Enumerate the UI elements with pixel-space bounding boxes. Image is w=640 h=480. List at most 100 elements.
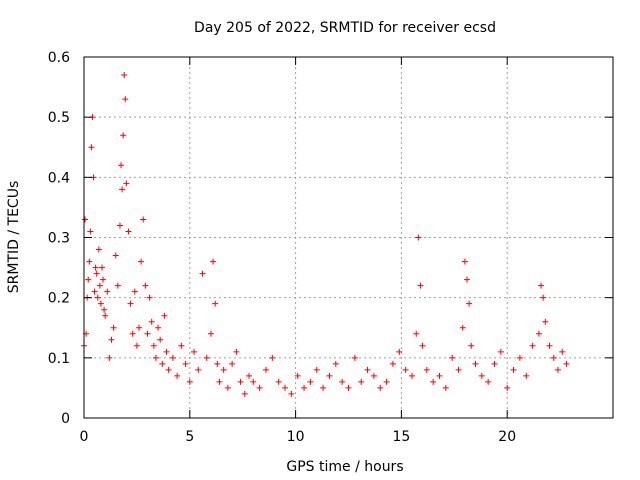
data-point: [535, 330, 542, 337]
data-point: [430, 378, 437, 385]
y-tick-label: 0.2: [48, 291, 70, 307]
data-point: [229, 360, 236, 367]
data-point: [123, 180, 130, 187]
data-point: [542, 318, 549, 325]
data-point: [455, 366, 462, 373]
data-point: [504, 384, 511, 391]
data-point: [345, 384, 352, 391]
data-point: [402, 366, 409, 373]
x-tick-label: 20: [498, 429, 516, 445]
y-tick-label: 0.1: [48, 351, 70, 367]
data-point: [523, 372, 530, 379]
data-point: [85, 276, 92, 283]
data-point: [478, 372, 485, 379]
data-point: [118, 162, 125, 169]
data-point: [442, 384, 449, 391]
data-point: [326, 372, 333, 379]
data-point: [436, 372, 443, 379]
data-point: [485, 378, 492, 385]
data-point: [497, 348, 504, 355]
data-point: [449, 354, 456, 361]
data-point: [262, 366, 269, 373]
data-point: [538, 282, 545, 289]
chart-title: Day 205 of 2022, SRMTID for receiver ecs…: [194, 20, 496, 36]
data-point: [417, 282, 424, 289]
data-point: [216, 378, 223, 385]
data-point: [423, 366, 430, 373]
data-point: [320, 384, 327, 391]
data-point: [256, 384, 263, 391]
y-tick-label: 0.5: [48, 110, 70, 126]
data-point: [129, 330, 136, 337]
data-point: [182, 360, 189, 367]
data-point: [98, 264, 105, 271]
y-tick-label: 0.6: [48, 50, 70, 66]
data-points: [81, 72, 570, 397]
data-point: [408, 372, 415, 379]
data-point: [463, 276, 470, 283]
data-point: [87, 228, 94, 235]
data-point: [95, 246, 102, 253]
data-point: [468, 342, 475, 349]
data-point: [199, 270, 206, 277]
data-point: [461, 258, 468, 265]
data-point: [142, 282, 149, 289]
data-point: [313, 366, 320, 373]
y-tick-label: 0.3: [48, 231, 70, 247]
data-point: [169, 354, 176, 361]
data-point: [148, 318, 155, 325]
data-point: [413, 330, 420, 337]
data-point: [159, 360, 166, 367]
data-point: [546, 342, 553, 349]
data-point: [116, 222, 123, 229]
data-point: [82, 216, 89, 223]
x-tick-label: 5: [185, 429, 194, 445]
data-point: [377, 384, 384, 391]
grid: [84, 57, 613, 418]
y-tick-label: 0.4: [48, 170, 70, 186]
x-tick-label: 10: [287, 429, 305, 445]
data-point: [459, 324, 466, 331]
data-point: [389, 360, 396, 367]
data-point: [237, 378, 244, 385]
y-tick-label: 0: [61, 411, 70, 427]
data-point: [96, 282, 103, 289]
data-point: [220, 366, 227, 373]
x-tick-label: 15: [392, 429, 410, 445]
data-point: [120, 132, 127, 139]
data-point: [104, 288, 111, 295]
data-point: [131, 288, 138, 295]
data-point: [114, 282, 121, 289]
data-point: [214, 360, 221, 367]
data-point: [91, 288, 98, 295]
data-point: [210, 258, 217, 265]
data-point: [152, 354, 159, 361]
data-point: [195, 366, 202, 373]
data-point: [186, 378, 193, 385]
data-point: [383, 378, 390, 385]
data-point: [540, 294, 547, 301]
data-point: [224, 384, 231, 391]
data-point: [269, 354, 276, 361]
data-point: [144, 330, 151, 337]
data-point: [92, 264, 99, 271]
data-point: [97, 300, 104, 307]
data-point: [550, 354, 557, 361]
data-point: [86, 258, 93, 265]
data-point: [233, 348, 240, 355]
data-point: [178, 342, 185, 349]
data-point: [125, 228, 132, 235]
x-tick-label: 0: [80, 429, 89, 445]
data-point: [370, 372, 377, 379]
data-point: [339, 378, 346, 385]
data-point: [294, 372, 301, 379]
data-point: [112, 252, 119, 259]
data-point: [150, 342, 157, 349]
data-point: [101, 306, 108, 313]
data-point: [203, 354, 210, 361]
data-point: [122, 96, 129, 103]
data-point: [288, 390, 295, 397]
data-point: [163, 348, 170, 355]
data-point: [554, 366, 561, 373]
